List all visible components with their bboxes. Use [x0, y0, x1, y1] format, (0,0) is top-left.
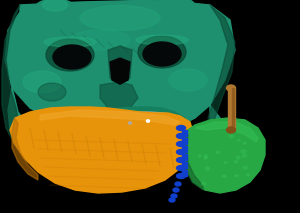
Polygon shape	[93, 107, 188, 134]
Ellipse shape	[138, 36, 186, 68]
Polygon shape	[110, 58, 130, 84]
Ellipse shape	[169, 198, 175, 202]
Ellipse shape	[143, 42, 181, 66]
Polygon shape	[108, 46, 132, 85]
Ellipse shape	[235, 175, 238, 177]
Ellipse shape	[176, 134, 185, 138]
Ellipse shape	[35, 0, 75, 17]
Ellipse shape	[171, 194, 177, 198]
Ellipse shape	[38, 83, 66, 101]
Ellipse shape	[176, 141, 185, 147]
Polygon shape	[10, 107, 193, 193]
Polygon shape	[106, 112, 182, 129]
Ellipse shape	[236, 156, 240, 159]
Ellipse shape	[176, 166, 185, 170]
Ellipse shape	[53, 45, 91, 69]
Ellipse shape	[229, 135, 233, 138]
Ellipse shape	[176, 174, 185, 178]
Ellipse shape	[205, 156, 207, 159]
Ellipse shape	[202, 182, 206, 185]
Bar	[182, 162, 187, 168]
Ellipse shape	[226, 85, 236, 91]
Ellipse shape	[246, 174, 250, 176]
Ellipse shape	[146, 120, 149, 122]
Ellipse shape	[199, 155, 201, 157]
Polygon shape	[40, 110, 180, 125]
Ellipse shape	[204, 155, 207, 158]
Bar	[182, 138, 187, 144]
Bar	[182, 154, 187, 160]
Polygon shape	[8, 88, 50, 158]
Bar	[182, 146, 187, 152]
Ellipse shape	[224, 162, 227, 163]
Polygon shape	[208, 5, 235, 152]
Ellipse shape	[241, 150, 246, 153]
Bar	[228, 88, 235, 130]
Ellipse shape	[216, 151, 219, 153]
Ellipse shape	[205, 167, 209, 170]
Ellipse shape	[226, 127, 236, 133]
Ellipse shape	[243, 142, 246, 144]
Ellipse shape	[238, 140, 240, 141]
Ellipse shape	[155, 0, 195, 15]
Polygon shape	[183, 132, 203, 190]
Ellipse shape	[242, 154, 247, 157]
Ellipse shape	[176, 125, 185, 131]
Bar	[182, 130, 187, 136]
Ellipse shape	[80, 6, 160, 30]
Ellipse shape	[169, 69, 207, 91]
Ellipse shape	[175, 182, 181, 186]
Bar	[182, 170, 187, 176]
Ellipse shape	[176, 150, 185, 154]
Polygon shape	[184, 118, 265, 193]
Ellipse shape	[43, 0, 68, 11]
Polygon shape	[195, 122, 258, 142]
Ellipse shape	[44, 37, 96, 47]
Ellipse shape	[173, 188, 179, 192]
Ellipse shape	[243, 166, 247, 169]
Polygon shape	[90, 123, 195, 157]
Bar	[232, 88, 234, 130]
Ellipse shape	[234, 161, 238, 163]
Ellipse shape	[136, 35, 188, 45]
Ellipse shape	[46, 39, 94, 71]
Ellipse shape	[70, 30, 130, 50]
Ellipse shape	[176, 157, 185, 163]
Ellipse shape	[222, 175, 226, 177]
Polygon shape	[12, 118, 38, 180]
Polygon shape	[2, 5, 30, 158]
Polygon shape	[5, 0, 235, 138]
Ellipse shape	[128, 122, 131, 124]
Polygon shape	[210, 105, 225, 152]
Ellipse shape	[23, 71, 61, 93]
Polygon shape	[100, 82, 138, 112]
